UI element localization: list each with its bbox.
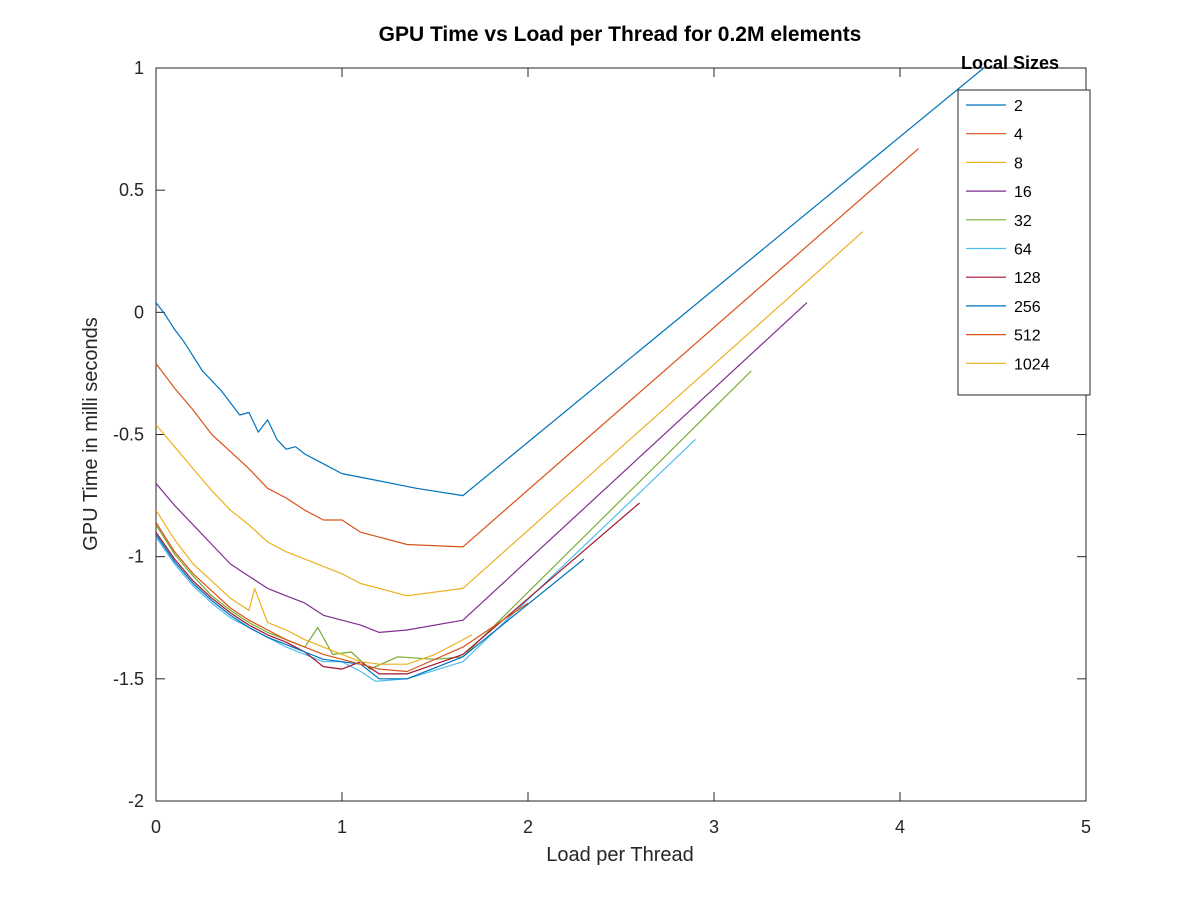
series-line-256 (156, 534, 585, 680)
y-tick-label: -1 (128, 547, 144, 567)
x-tick-label: 4 (895, 817, 905, 837)
x-tick-label: 2 (523, 817, 533, 837)
y-tick-label: -2 (128, 791, 144, 811)
legend-title: Local Sizes (961, 53, 1059, 73)
y-tick-label: 0.5 (119, 180, 144, 200)
y-tick-label: -0.5 (113, 425, 144, 445)
series-line-4 (156, 148, 919, 548)
legend-label: 512 (1014, 328, 1041, 345)
legend-label: 256 (1014, 299, 1041, 316)
series-group (156, 68, 985, 682)
legend-label: 8 (1014, 155, 1023, 172)
x-tick-label: 0 (151, 817, 161, 837)
y-tick-label: 1 (134, 58, 144, 78)
legend-label: 64 (1014, 242, 1032, 259)
y-axis-label: GPU Time in milli seconds (80, 317, 102, 550)
series-line-64 (156, 438, 696, 682)
y-tick-label: 0 (134, 302, 144, 322)
chart-title: GPU Time vs Load per Thread for 0.2M ele… (379, 23, 862, 46)
series-line-128 (156, 502, 640, 675)
legend-box (957, 89, 1091, 396)
axes-box (155, 67, 1087, 802)
x-tick-label: 5 (1081, 817, 1091, 837)
series-line-1024 (156, 509, 473, 665)
series-line-512 (156, 522, 529, 673)
legend-label: 32 (1014, 213, 1032, 230)
y-tick-label: -1.5 (113, 669, 144, 689)
legend-label: 16 (1014, 184, 1032, 201)
legend: 2 4 8 16 32 64 128 256 512 1024 (957, 89, 1091, 396)
series-line-16 (156, 302, 808, 633)
plot-area: 0 1 2 3 4 5 1 0.5 0 -0.5 -1 -1.5 -2 (113, 58, 1091, 837)
series-line-8 (156, 231, 864, 597)
legend-label: 1024 (1014, 356, 1050, 373)
legend-label: 128 (1014, 270, 1041, 287)
legend-label: 2 (1014, 98, 1023, 115)
legend-label: 4 (1014, 127, 1023, 144)
x-tick-label: 3 (709, 817, 719, 837)
x-axis-label: Load per Thread (546, 844, 694, 866)
x-tick-label: 1 (337, 817, 347, 837)
series-line-2 (156, 68, 985, 497)
